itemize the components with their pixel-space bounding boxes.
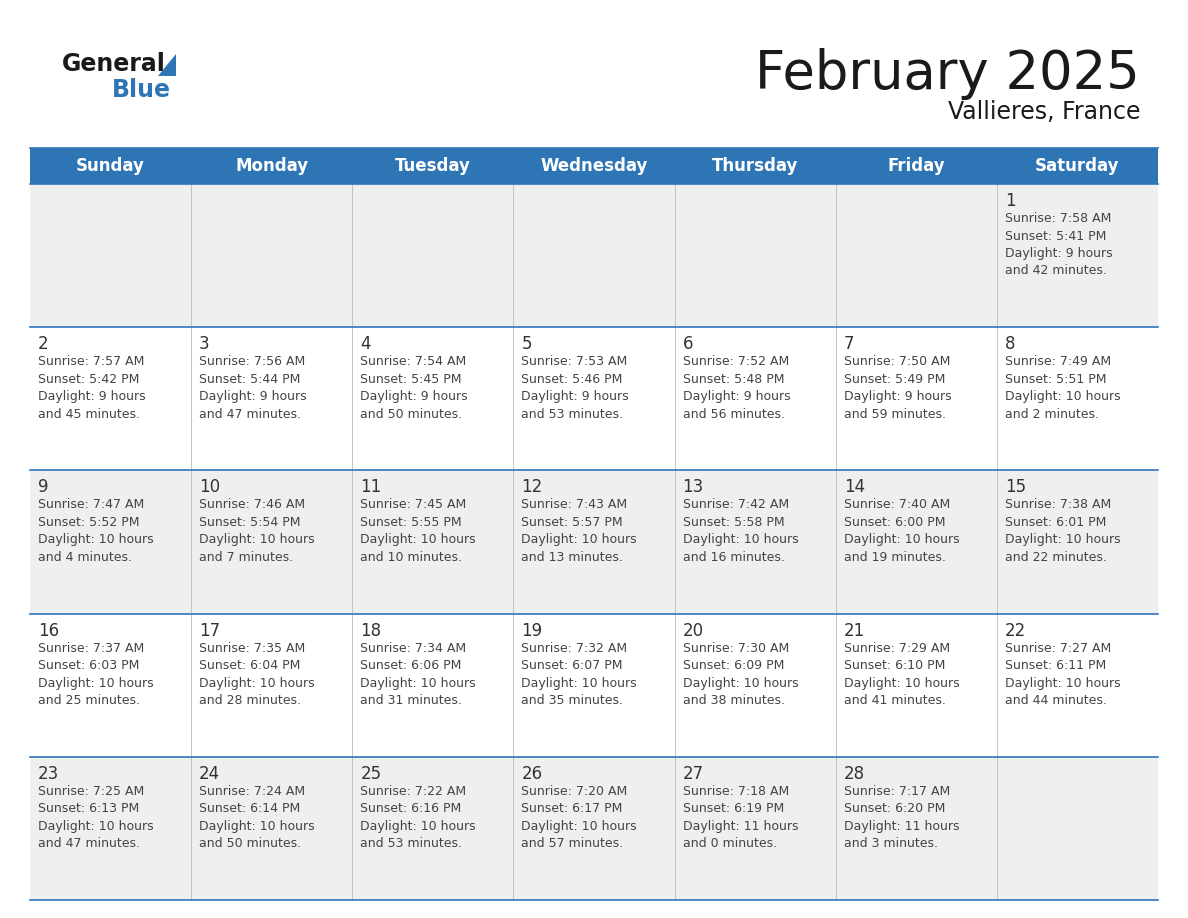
Text: Sunrise: 7:57 AM
Sunset: 5:42 PM
Daylight: 9 hours
and 45 minutes.: Sunrise: 7:57 AM Sunset: 5:42 PM Dayligh…: [38, 355, 146, 420]
Polygon shape: [158, 54, 176, 76]
Text: Sunrise: 7:34 AM
Sunset: 6:06 PM
Daylight: 10 hours
and 31 minutes.: Sunrise: 7:34 AM Sunset: 6:06 PM Dayligh…: [360, 642, 476, 707]
Text: Sunrise: 7:25 AM
Sunset: 6:13 PM
Daylight: 10 hours
and 47 minutes.: Sunrise: 7:25 AM Sunset: 6:13 PM Dayligh…: [38, 785, 153, 850]
Text: 18: 18: [360, 621, 381, 640]
Text: Thursday: Thursday: [712, 157, 798, 175]
Text: Sunrise: 7:47 AM
Sunset: 5:52 PM
Daylight: 10 hours
and 4 minutes.: Sunrise: 7:47 AM Sunset: 5:52 PM Dayligh…: [38, 498, 153, 564]
Text: Sunrise: 7:22 AM
Sunset: 6:16 PM
Daylight: 10 hours
and 53 minutes.: Sunrise: 7:22 AM Sunset: 6:16 PM Dayligh…: [360, 785, 476, 850]
Text: Vallieres, France: Vallieres, France: [948, 100, 1140, 124]
Text: Sunrise: 7:46 AM
Sunset: 5:54 PM
Daylight: 10 hours
and 7 minutes.: Sunrise: 7:46 AM Sunset: 5:54 PM Dayligh…: [200, 498, 315, 564]
Text: 28: 28: [843, 765, 865, 783]
Text: 25: 25: [360, 765, 381, 783]
Text: Sunrise: 7:50 AM
Sunset: 5:49 PM
Daylight: 9 hours
and 59 minutes.: Sunrise: 7:50 AM Sunset: 5:49 PM Dayligh…: [843, 355, 952, 420]
Text: 15: 15: [1005, 478, 1026, 497]
Bar: [30, 184, 1158, 327]
Text: Sunrise: 7:32 AM
Sunset: 6:07 PM
Daylight: 10 hours
and 35 minutes.: Sunrise: 7:32 AM Sunset: 6:07 PM Dayligh…: [522, 642, 637, 707]
Text: Sunrise: 7:56 AM
Sunset: 5:44 PM
Daylight: 9 hours
and 47 minutes.: Sunrise: 7:56 AM Sunset: 5:44 PM Dayligh…: [200, 355, 307, 420]
Text: Sunrise: 7:45 AM
Sunset: 5:55 PM
Daylight: 10 hours
and 10 minutes.: Sunrise: 7:45 AM Sunset: 5:55 PM Dayligh…: [360, 498, 476, 564]
Bar: [30, 148, 1158, 184]
Text: 5: 5: [522, 335, 532, 353]
Text: Tuesday: Tuesday: [394, 157, 470, 175]
Text: 13: 13: [683, 478, 703, 497]
Text: 1: 1: [1005, 192, 1016, 210]
Text: 8: 8: [1005, 335, 1016, 353]
Bar: [30, 613, 1158, 756]
Text: 10: 10: [200, 478, 220, 497]
Text: 11: 11: [360, 478, 381, 497]
Text: Friday: Friday: [887, 157, 946, 175]
Text: 9: 9: [38, 478, 49, 497]
Text: 22: 22: [1005, 621, 1026, 640]
Text: 12: 12: [522, 478, 543, 497]
Text: 2: 2: [38, 335, 49, 353]
Text: 4: 4: [360, 335, 371, 353]
Text: Sunrise: 7:38 AM
Sunset: 6:01 PM
Daylight: 10 hours
and 22 minutes.: Sunrise: 7:38 AM Sunset: 6:01 PM Dayligh…: [1005, 498, 1120, 564]
Bar: [30, 327, 1158, 470]
Text: Sunrise: 7:37 AM
Sunset: 6:03 PM
Daylight: 10 hours
and 25 minutes.: Sunrise: 7:37 AM Sunset: 6:03 PM Dayligh…: [38, 642, 153, 707]
Text: Sunrise: 7:42 AM
Sunset: 5:58 PM
Daylight: 10 hours
and 16 minutes.: Sunrise: 7:42 AM Sunset: 5:58 PM Dayligh…: [683, 498, 798, 564]
Text: Sunrise: 7:17 AM
Sunset: 6:20 PM
Daylight: 11 hours
and 3 minutes.: Sunrise: 7:17 AM Sunset: 6:20 PM Dayligh…: [843, 785, 959, 850]
Text: Saturday: Saturday: [1035, 157, 1119, 175]
Text: Sunrise: 7:53 AM
Sunset: 5:46 PM
Daylight: 9 hours
and 53 minutes.: Sunrise: 7:53 AM Sunset: 5:46 PM Dayligh…: [522, 355, 630, 420]
Text: Sunrise: 7:58 AM
Sunset: 5:41 PM
Daylight: 9 hours
and 42 minutes.: Sunrise: 7:58 AM Sunset: 5:41 PM Dayligh…: [1005, 212, 1112, 277]
Text: 21: 21: [843, 621, 865, 640]
Text: Sunrise: 7:35 AM
Sunset: 6:04 PM
Daylight: 10 hours
and 28 minutes.: Sunrise: 7:35 AM Sunset: 6:04 PM Dayligh…: [200, 642, 315, 707]
Text: 20: 20: [683, 621, 703, 640]
Text: Sunrise: 7:54 AM
Sunset: 5:45 PM
Daylight: 9 hours
and 50 minutes.: Sunrise: 7:54 AM Sunset: 5:45 PM Dayligh…: [360, 355, 468, 420]
Text: 3: 3: [200, 335, 210, 353]
Text: Sunrise: 7:49 AM
Sunset: 5:51 PM
Daylight: 10 hours
and 2 minutes.: Sunrise: 7:49 AM Sunset: 5:51 PM Dayligh…: [1005, 355, 1120, 420]
Text: Monday: Monday: [235, 157, 308, 175]
Text: 17: 17: [200, 621, 220, 640]
Text: Blue: Blue: [112, 78, 171, 102]
Text: Sunday: Sunday: [76, 157, 145, 175]
Text: Sunrise: 7:52 AM
Sunset: 5:48 PM
Daylight: 9 hours
and 56 minutes.: Sunrise: 7:52 AM Sunset: 5:48 PM Dayligh…: [683, 355, 790, 420]
Text: Sunrise: 7:18 AM
Sunset: 6:19 PM
Daylight: 11 hours
and 0 minutes.: Sunrise: 7:18 AM Sunset: 6:19 PM Dayligh…: [683, 785, 798, 850]
Text: Sunrise: 7:29 AM
Sunset: 6:10 PM
Daylight: 10 hours
and 41 minutes.: Sunrise: 7:29 AM Sunset: 6:10 PM Dayligh…: [843, 642, 960, 707]
Text: 26: 26: [522, 765, 543, 783]
Bar: [30, 756, 1158, 900]
Text: Sunrise: 7:20 AM
Sunset: 6:17 PM
Daylight: 10 hours
and 57 minutes.: Sunrise: 7:20 AM Sunset: 6:17 PM Dayligh…: [522, 785, 637, 850]
Text: 24: 24: [200, 765, 220, 783]
Bar: [30, 470, 1158, 613]
Text: Sunrise: 7:24 AM
Sunset: 6:14 PM
Daylight: 10 hours
and 50 minutes.: Sunrise: 7:24 AM Sunset: 6:14 PM Dayligh…: [200, 785, 315, 850]
Text: February 2025: February 2025: [756, 48, 1140, 100]
Text: Sunrise: 7:40 AM
Sunset: 6:00 PM
Daylight: 10 hours
and 19 minutes.: Sunrise: 7:40 AM Sunset: 6:00 PM Dayligh…: [843, 498, 960, 564]
Text: Sunrise: 7:43 AM
Sunset: 5:57 PM
Daylight: 10 hours
and 13 minutes.: Sunrise: 7:43 AM Sunset: 5:57 PM Dayligh…: [522, 498, 637, 564]
Text: 16: 16: [38, 621, 59, 640]
Text: Wednesday: Wednesday: [541, 157, 647, 175]
Text: 7: 7: [843, 335, 854, 353]
Text: 19: 19: [522, 621, 543, 640]
Text: General: General: [62, 52, 166, 76]
Text: 23: 23: [38, 765, 59, 783]
Text: 14: 14: [843, 478, 865, 497]
Text: Sunrise: 7:30 AM
Sunset: 6:09 PM
Daylight: 10 hours
and 38 minutes.: Sunrise: 7:30 AM Sunset: 6:09 PM Dayligh…: [683, 642, 798, 707]
Text: Sunrise: 7:27 AM
Sunset: 6:11 PM
Daylight: 10 hours
and 44 minutes.: Sunrise: 7:27 AM Sunset: 6:11 PM Dayligh…: [1005, 642, 1120, 707]
Text: 6: 6: [683, 335, 693, 353]
Text: 27: 27: [683, 765, 703, 783]
